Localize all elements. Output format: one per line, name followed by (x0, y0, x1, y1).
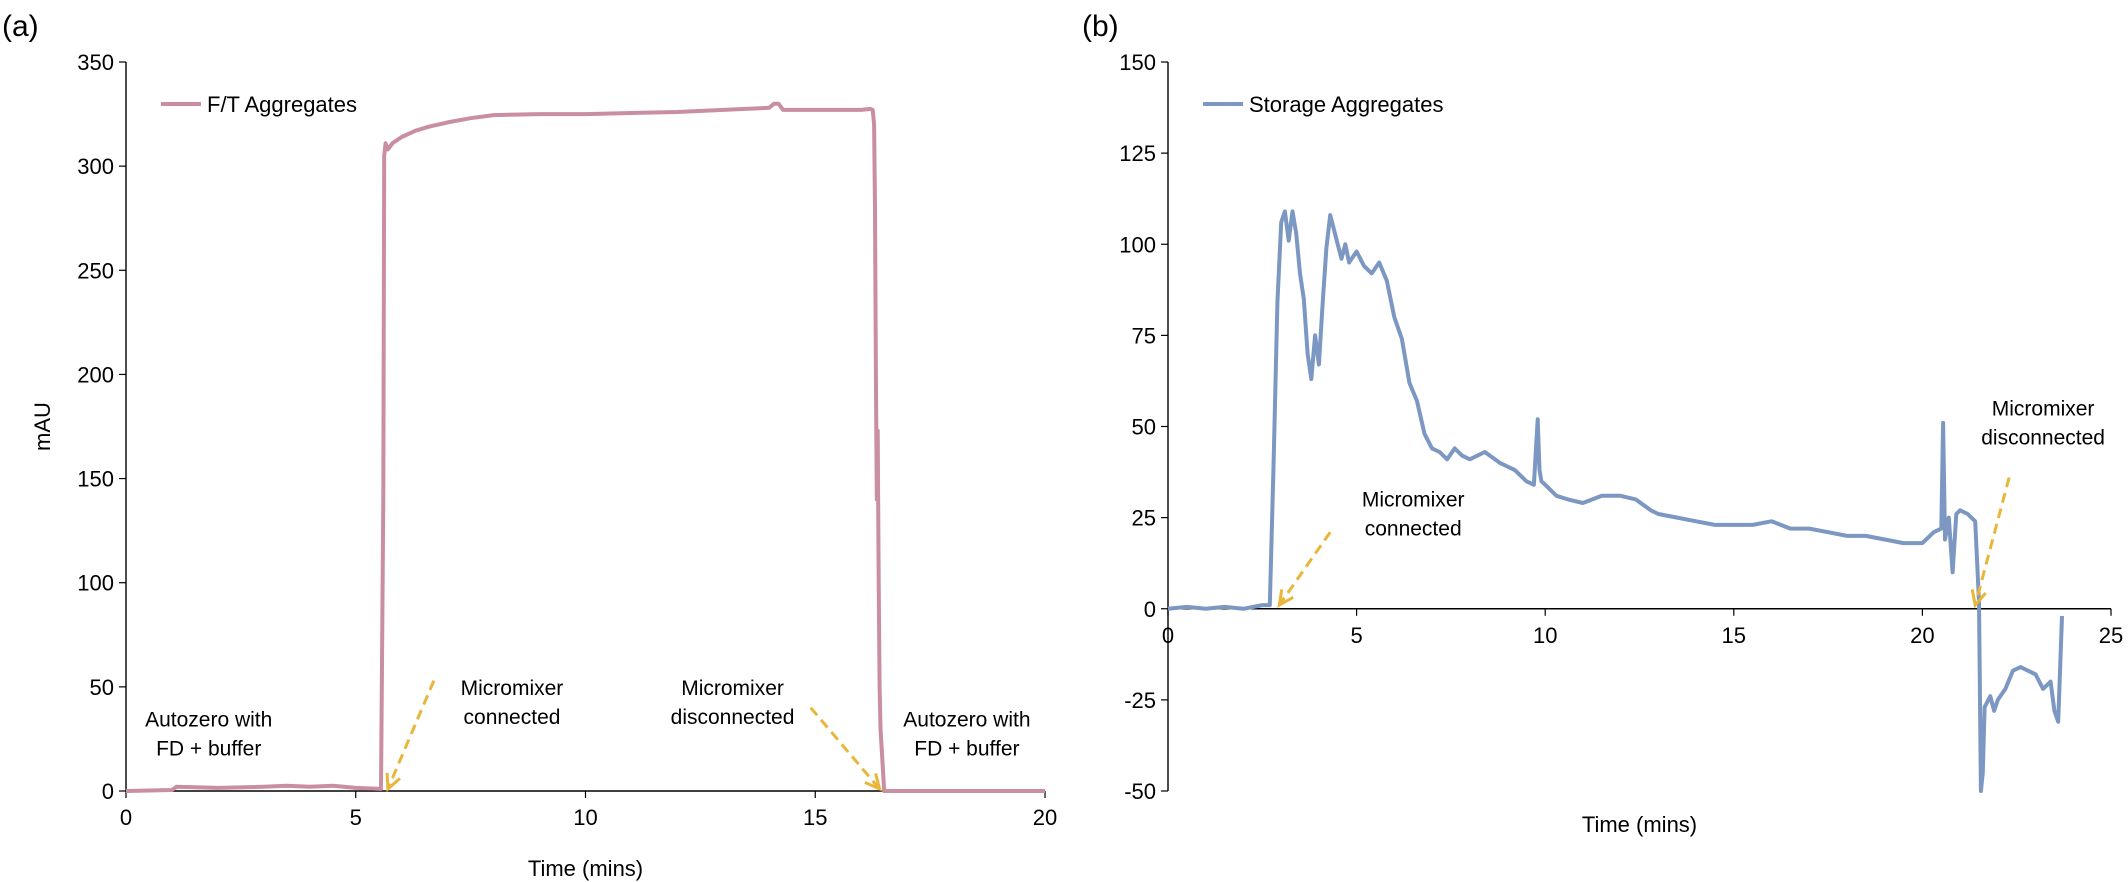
annotation-text: FD + buffer (156, 737, 261, 760)
y-axis-title: mAU (30, 402, 55, 451)
y-tick-label: 150 (1119, 50, 1156, 75)
annotation-arrowhead (385, 772, 401, 793)
x-tick-label: 5 (1350, 623, 1362, 648)
panel-label: (a) (2, 10, 39, 43)
annotation-text: Micromixer (681, 677, 784, 700)
y-tick-label: 75 (1132, 323, 1156, 348)
series-line-0 (1167, 209, 2064, 793)
annotation-text: disconnected (1981, 427, 2105, 450)
x-tick-label: 15 (803, 805, 827, 830)
y-tick-label: 25 (1132, 506, 1156, 531)
y-tick-label: 0 (102, 779, 114, 804)
x-tick-label: 25 (2099, 623, 2123, 648)
chart-panel-0: (a) 0 50 100 150 200 250 300 350 0 5 10 15 20 Time (mi… (2, 10, 1057, 881)
y-tick-label: 200 (77, 362, 114, 387)
annotation-text: disconnected (671, 706, 795, 729)
annotation-text: Autozero with (903, 708, 1030, 731)
y-tick-label: 250 (77, 258, 114, 283)
x-axis-title: Time (mins) (528, 856, 643, 881)
x-tick-label: 10 (1533, 623, 1557, 648)
x-tick-label: 20 (1033, 805, 1057, 830)
y-tick-label: 150 (77, 467, 114, 492)
x-tick-label: 10 (573, 805, 597, 830)
annotation-text: Micromixer (461, 677, 564, 700)
x-tick-label: 15 (1722, 623, 1746, 648)
y-tick-label: -25 (1124, 688, 1156, 713)
y-tick-label: 350 (77, 50, 114, 75)
annotation-text: Micromixer (1992, 398, 2095, 421)
y-tick-label: 300 (77, 154, 114, 179)
annotation-text: connected (1365, 518, 1462, 541)
y-tick-label: -50 (1124, 779, 1156, 804)
annotation-arrow (809, 706, 881, 790)
y-tick-label: 0 (1144, 597, 1156, 622)
legend-label: F/T Aggregates (207, 92, 357, 117)
annotation-text: connected (464, 706, 561, 729)
y-tick-label: 50 (90, 675, 114, 700)
series-line-0 (125, 101, 1045, 793)
annotation-arrowhead (1277, 589, 1294, 608)
y-tick-label: 100 (1119, 232, 1156, 257)
chart-panel-1: (b) -50 -25 0 25 50 75 100 125 150 0 5 10 15 20 25 Time … (1082, 10, 2123, 837)
y-tick-label: 125 (1119, 141, 1156, 166)
annotation-text: Micromixer (1362, 489, 1465, 512)
x-axis-title: Time (mins) (1582, 812, 1697, 837)
annotation-text: FD + buffer (914, 737, 1019, 760)
x-tick-label: 5 (350, 805, 362, 830)
x-tick-label: 0 (120, 805, 132, 830)
x-tick-label: 20 (1910, 623, 1934, 648)
y-tick-label: 50 (1132, 415, 1156, 440)
annotation-arrowhead (864, 773, 882, 792)
x-tick-label: 0 (1162, 623, 1174, 648)
annotation-arrowhead (1970, 589, 1987, 609)
annotation-arrow (386, 680, 436, 790)
legend-label: Storage Aggregates (1249, 92, 1443, 117)
annotation-arrow (1973, 477, 2011, 606)
annotation-arrow (1278, 531, 1332, 606)
annotation-text: Autozero with (145, 708, 272, 731)
y-tick-label: 100 (77, 571, 114, 596)
panel-label: (b) (1082, 10, 1119, 43)
